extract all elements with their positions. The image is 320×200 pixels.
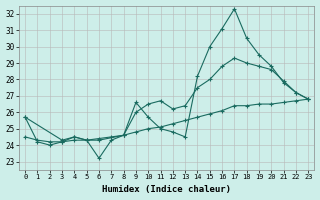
X-axis label: Humidex (Indice chaleur): Humidex (Indice chaleur) [102,185,231,194]
